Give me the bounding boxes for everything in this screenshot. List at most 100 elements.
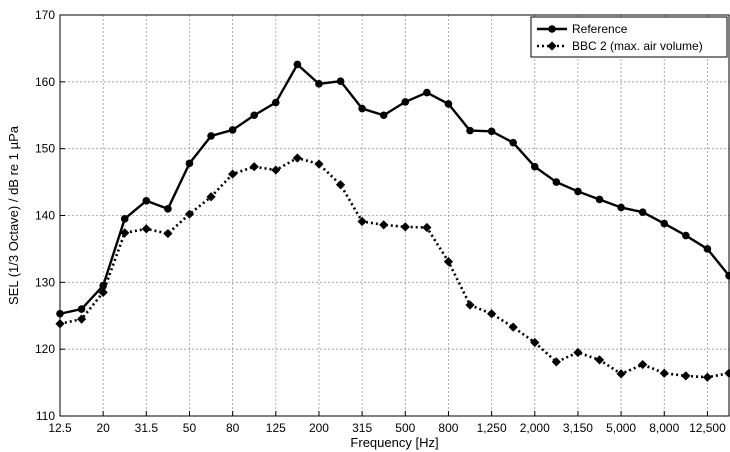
x-tick-label: 2,000 (520, 421, 550, 435)
x-tick-label: 125 (266, 421, 286, 435)
data-point (548, 25, 556, 33)
data-point (358, 104, 366, 113)
y-tick-label: 170 (35, 8, 55, 22)
data-point (616, 369, 626, 379)
data-point (56, 309, 64, 318)
data-point (659, 368, 669, 378)
legend: Reference BBC 2 (max. air volume) (530, 16, 728, 58)
data-point (206, 192, 216, 202)
data-point (594, 355, 605, 365)
data-point (336, 77, 345, 85)
legend-box (530, 16, 728, 58)
data-point (724, 368, 730, 378)
x-tick-label: 800 (438, 421, 458, 435)
data-point (638, 208, 647, 216)
data-point (250, 111, 259, 120)
data-point (551, 357, 561, 367)
data-point (595, 195, 604, 204)
data-point (228, 126, 237, 134)
x-tick-label: 5,000 (606, 421, 636, 435)
data-point (55, 319, 65, 329)
x-tick-label: 80 (226, 421, 240, 435)
legend-item: BBC 2 (max. air volume) (537, 39, 703, 53)
x-tick-label: 12,500 (689, 421, 726, 435)
data-point (444, 100, 453, 108)
x-tick-label: 500 (395, 421, 415, 435)
data-point (379, 111, 388, 120)
data-point (681, 371, 691, 381)
x-tick-label: 50 (183, 421, 197, 435)
data-point (164, 205, 172, 213)
data-point (185, 159, 194, 168)
x-tick-label: 12.5 (48, 421, 72, 435)
data-point (530, 337, 540, 348)
data-point (120, 228, 130, 238)
x-tick-label: 1,250 (477, 421, 507, 435)
data-point (98, 287, 108, 297)
data-point (466, 126, 474, 135)
y-tick-label: 120 (35, 342, 55, 356)
data-point (465, 300, 475, 310)
data-point (401, 98, 410, 106)
data-point (400, 222, 410, 232)
data-point (725, 271, 730, 280)
data-point (702, 372, 713, 382)
data-point (184, 209, 195, 219)
data-point (573, 347, 583, 358)
data-point (292, 153, 302, 163)
data-point (76, 314, 87, 324)
data-point (228, 169, 238, 179)
x-axis-label: Frequency [Hz] (350, 435, 438, 450)
data-point (163, 228, 173, 239)
data-point (271, 165, 281, 175)
data-point (660, 219, 669, 228)
data-point (335, 180, 346, 190)
data-point (379, 220, 389, 230)
data-point (703, 245, 712, 253)
data-point (530, 162, 539, 171)
series-line (59, 62, 730, 315)
data-point (617, 203, 625, 212)
y-tick-label: 160 (35, 75, 55, 89)
legend-item: Reference (537, 22, 628, 36)
data-point (141, 224, 151, 234)
data-point (508, 322, 518, 332)
axis-ticks: 110 120 130 140 150 160 170 12.5 20 31.5 50 80 125 20… (35, 8, 726, 435)
data-point (120, 215, 129, 223)
data-point (552, 178, 561, 186)
x-tick-label: 31.5 (135, 421, 159, 435)
series-bbc2 (55, 153, 730, 382)
y-tick-label: 130 (35, 275, 55, 289)
data-point (487, 309, 497, 319)
y-tick-label: 150 (35, 142, 55, 156)
data-point (314, 159, 324, 169)
data-point (142, 196, 151, 205)
data-point (357, 216, 367, 227)
data-point (422, 222, 432, 233)
legend-label: Reference (572, 22, 628, 36)
x-tick-label: 20 (96, 421, 110, 435)
data-point (207, 132, 215, 140)
data-point (77, 305, 86, 313)
data-point (443, 257, 454, 267)
data-point (293, 60, 302, 69)
data-point (487, 127, 496, 136)
x-tick-label: 200 (309, 421, 329, 435)
data-point (249, 162, 259, 172)
x-tick-label: 3,150 (563, 421, 593, 435)
grid (60, 15, 729, 416)
data-point (547, 41, 557, 51)
y-tick-label: 110 (36, 409, 55, 423)
x-tick-label: 8,000 (649, 421, 679, 435)
data-point (272, 98, 280, 107)
series-reference (56, 60, 730, 318)
x-tick-label: 315 (352, 421, 372, 435)
data-point (315, 80, 323, 88)
series-layer (55, 60, 730, 382)
y-axis-label: SEL (1/3 Octave) / dB re 1 µPa (6, 125, 21, 305)
data-point (638, 359, 648, 370)
legend-label: BBC 2 (max. air volume) (572, 39, 703, 53)
series-line (59, 156, 730, 379)
y-tick-label: 140 (35, 209, 55, 223)
